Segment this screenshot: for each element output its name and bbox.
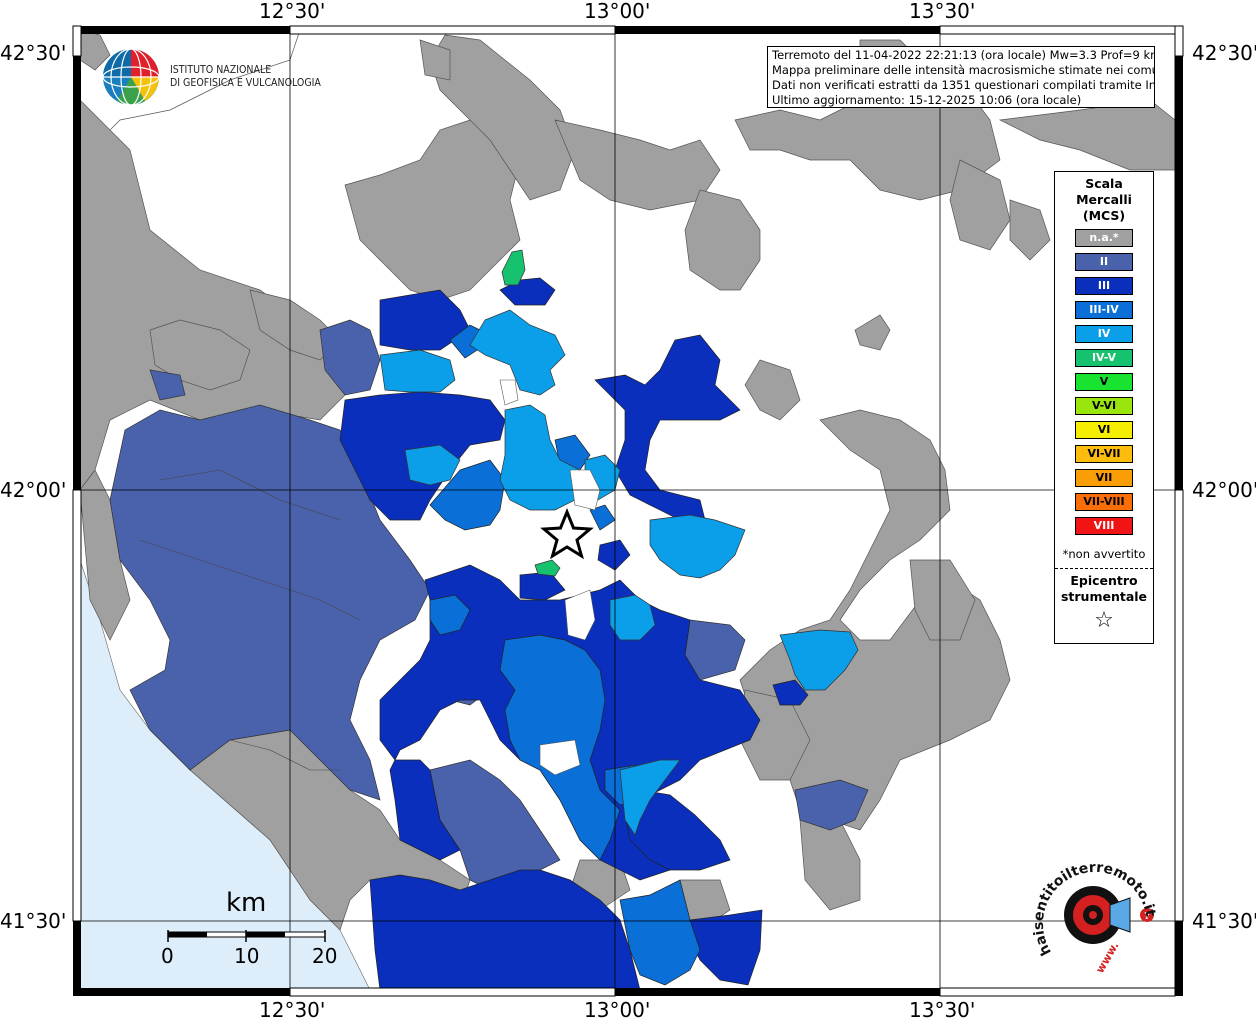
event-info-box: Terremoto del 11-04-2022 22:21:13 (ora l… bbox=[767, 46, 1155, 108]
legend-epicenter-label: Epicentro strumentale bbox=[1055, 573, 1153, 605]
legend-epicenter-line: Epicentro bbox=[1070, 573, 1138, 588]
legend-swatch-vi: VI bbox=[1075, 421, 1133, 439]
lat-label-right-1: 42°30' bbox=[1192, 41, 1256, 65]
ingv-name-line2: DI GEOFISICA E VULCANOLOGIA bbox=[170, 77, 321, 89]
lon-label-bottom-2: 13°00' bbox=[584, 998, 651, 1022]
lat-label-right-3: 41°30' bbox=[1192, 909, 1256, 933]
ingv-name-line1: ISTITUTO NAZIONALE bbox=[170, 64, 272, 76]
legend-swatch-viii: VIII bbox=[1075, 517, 1133, 535]
lon-label-top-1: 12°30' bbox=[259, 0, 326, 23]
lat-label-left-1: 42°30' bbox=[0, 41, 67, 65]
legend-swatch-iv: IV bbox=[1075, 325, 1133, 343]
legend-title-line: Scala bbox=[1085, 176, 1123, 191]
svg-text:haisentitoilterremoto.it: haisentitoilterremoto.it bbox=[1031, 860, 1159, 958]
haisentito-brand-label: haisentitoilterremoto.it bbox=[1031, 860, 1159, 958]
haisentito-brand-text: haisentitoilterremoto.it www. bbox=[1031, 860, 1159, 976]
intensity-iv-areas bbox=[379, 309, 859, 836]
legend-title-line: Mercalli bbox=[1076, 192, 1132, 207]
legend-swatch-iii-iv: III-IV bbox=[1075, 301, 1133, 319]
legend-swatch-n-a: n.a.* bbox=[1075, 229, 1133, 247]
haisentito-logo-icon: ? bbox=[1064, 886, 1154, 944]
ingv-name: ISTITUTO NAZIONALE DI GEOFISICA E VULCAN… bbox=[170, 64, 321, 90]
map-frame bbox=[72, 25, 1184, 997]
lat-label-right-2: 42°00' bbox=[1192, 478, 1256, 502]
ingv-logo-icon bbox=[102, 48, 160, 106]
legend-divider bbox=[1055, 568, 1153, 569]
event-info-line: Dati non verificati estratti da 1351 que… bbox=[772, 78, 1155, 92]
legend-title: Scala Mercalli (MCS) bbox=[1055, 176, 1153, 224]
legend-swatch-ii: II bbox=[1075, 253, 1133, 271]
intensity-iv-v-areas bbox=[501, 249, 561, 577]
legend-note: *non avvertito bbox=[1062, 547, 1146, 561]
mcs-legend: Scala Mercalli (MCS) n.a.* II III III-IV IV I… bbox=[1054, 171, 1154, 644]
scale-unit: km bbox=[226, 888, 267, 918]
legend-swatch-iii: III bbox=[1075, 277, 1133, 295]
event-info-line: Ultimo aggiornamento: 15-12-2025 10:06 (… bbox=[772, 93, 1082, 107]
legend-epicenter-line: strumentale bbox=[1060, 589, 1148, 604]
scale-tick-20: 20 bbox=[312, 944, 338, 968]
lon-label-top-3: 13°30' bbox=[909, 0, 976, 23]
graticule bbox=[80, 30, 1175, 990]
legend-epicenter-star-icon: ☆ bbox=[1094, 608, 1114, 633]
lon-label-top-2: 13°00' bbox=[584, 0, 651, 23]
legend-swatch-vii-viii: VII-VIII bbox=[1075, 493, 1133, 511]
lat-label-left-2: 42°00' bbox=[0, 478, 67, 502]
scale-tick-10: 10 bbox=[234, 944, 260, 968]
legend-swatch-vi-vii: VI-VII bbox=[1075, 445, 1133, 463]
haisentito-www: www. bbox=[1093, 940, 1121, 976]
event-info-line: Mappa preliminare delle intensità macros… bbox=[772, 63, 1155, 77]
event-info-line: Terremoto del 11-04-2022 22:21:13 (ora l… bbox=[772, 48, 1155, 62]
legend-swatch-v-vi: V-VI bbox=[1075, 397, 1133, 415]
lon-label-bottom-3: 13°30' bbox=[909, 998, 976, 1022]
svg-text:?: ? bbox=[1144, 911, 1150, 922]
scale-bar bbox=[167, 930, 326, 942]
scale-tick-0: 0 bbox=[161, 944, 174, 968]
lat-label-left-3: 41°30' bbox=[0, 909, 67, 933]
lon-label-bottom-1: 12°30' bbox=[259, 998, 326, 1022]
legend-swatch-v: V bbox=[1075, 373, 1133, 391]
legend-swatch-iv-v: IV-V bbox=[1075, 349, 1133, 367]
epicenter-star-icon bbox=[540, 508, 594, 560]
legend-swatch-vii: VII bbox=[1075, 469, 1133, 487]
legend-title-line: (MCS) bbox=[1082, 208, 1126, 223]
